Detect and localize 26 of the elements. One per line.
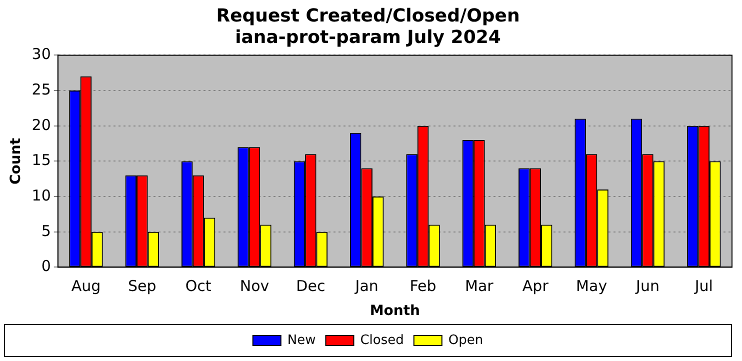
x-axis-title: Month [370,303,420,320]
legend-label: New [287,332,316,348]
x-tick-label: Jul [694,277,713,296]
y-tick-label: 0 [41,257,51,276]
y-tick-label: 15 [32,151,51,170]
y-tick-label: 20 [32,116,51,134]
y-tick-label: 5 [41,222,51,240]
y-tick-label: 10 [32,186,51,204]
x-tick-label: Feb [410,277,436,296]
x-tick-label: Mar [465,277,494,296]
y-axis-title: Count [8,138,24,184]
x-tick-label: Sep [128,277,156,296]
legend-label: Open [448,332,484,348]
x-tick-label: Jan [354,277,378,296]
x-tick-label: Jun [635,277,660,296]
x-tick-label: Apr [522,277,550,296]
x-tick-label: May [576,277,608,296]
chart-subtitle: iana-prot-param July 2024 [235,27,501,48]
x-tick-label: Dec [296,277,326,296]
chart-title: Request Created/Closed/Open [216,5,520,26]
y-tick-label: 30 [32,45,51,64]
legend-label: Closed [360,332,404,348]
x-tick-label: Nov [240,277,270,296]
x-tick-label: Aug [71,277,101,296]
x-tick-label: Oct [185,277,212,296]
y-tick-label: 25 [32,80,51,98]
